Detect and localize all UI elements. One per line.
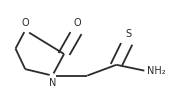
Text: S: S	[125, 29, 131, 39]
Text: N: N	[49, 78, 56, 88]
Text: O: O	[21, 18, 29, 28]
Text: NH₂: NH₂	[147, 66, 166, 76]
Text: O: O	[74, 18, 81, 28]
